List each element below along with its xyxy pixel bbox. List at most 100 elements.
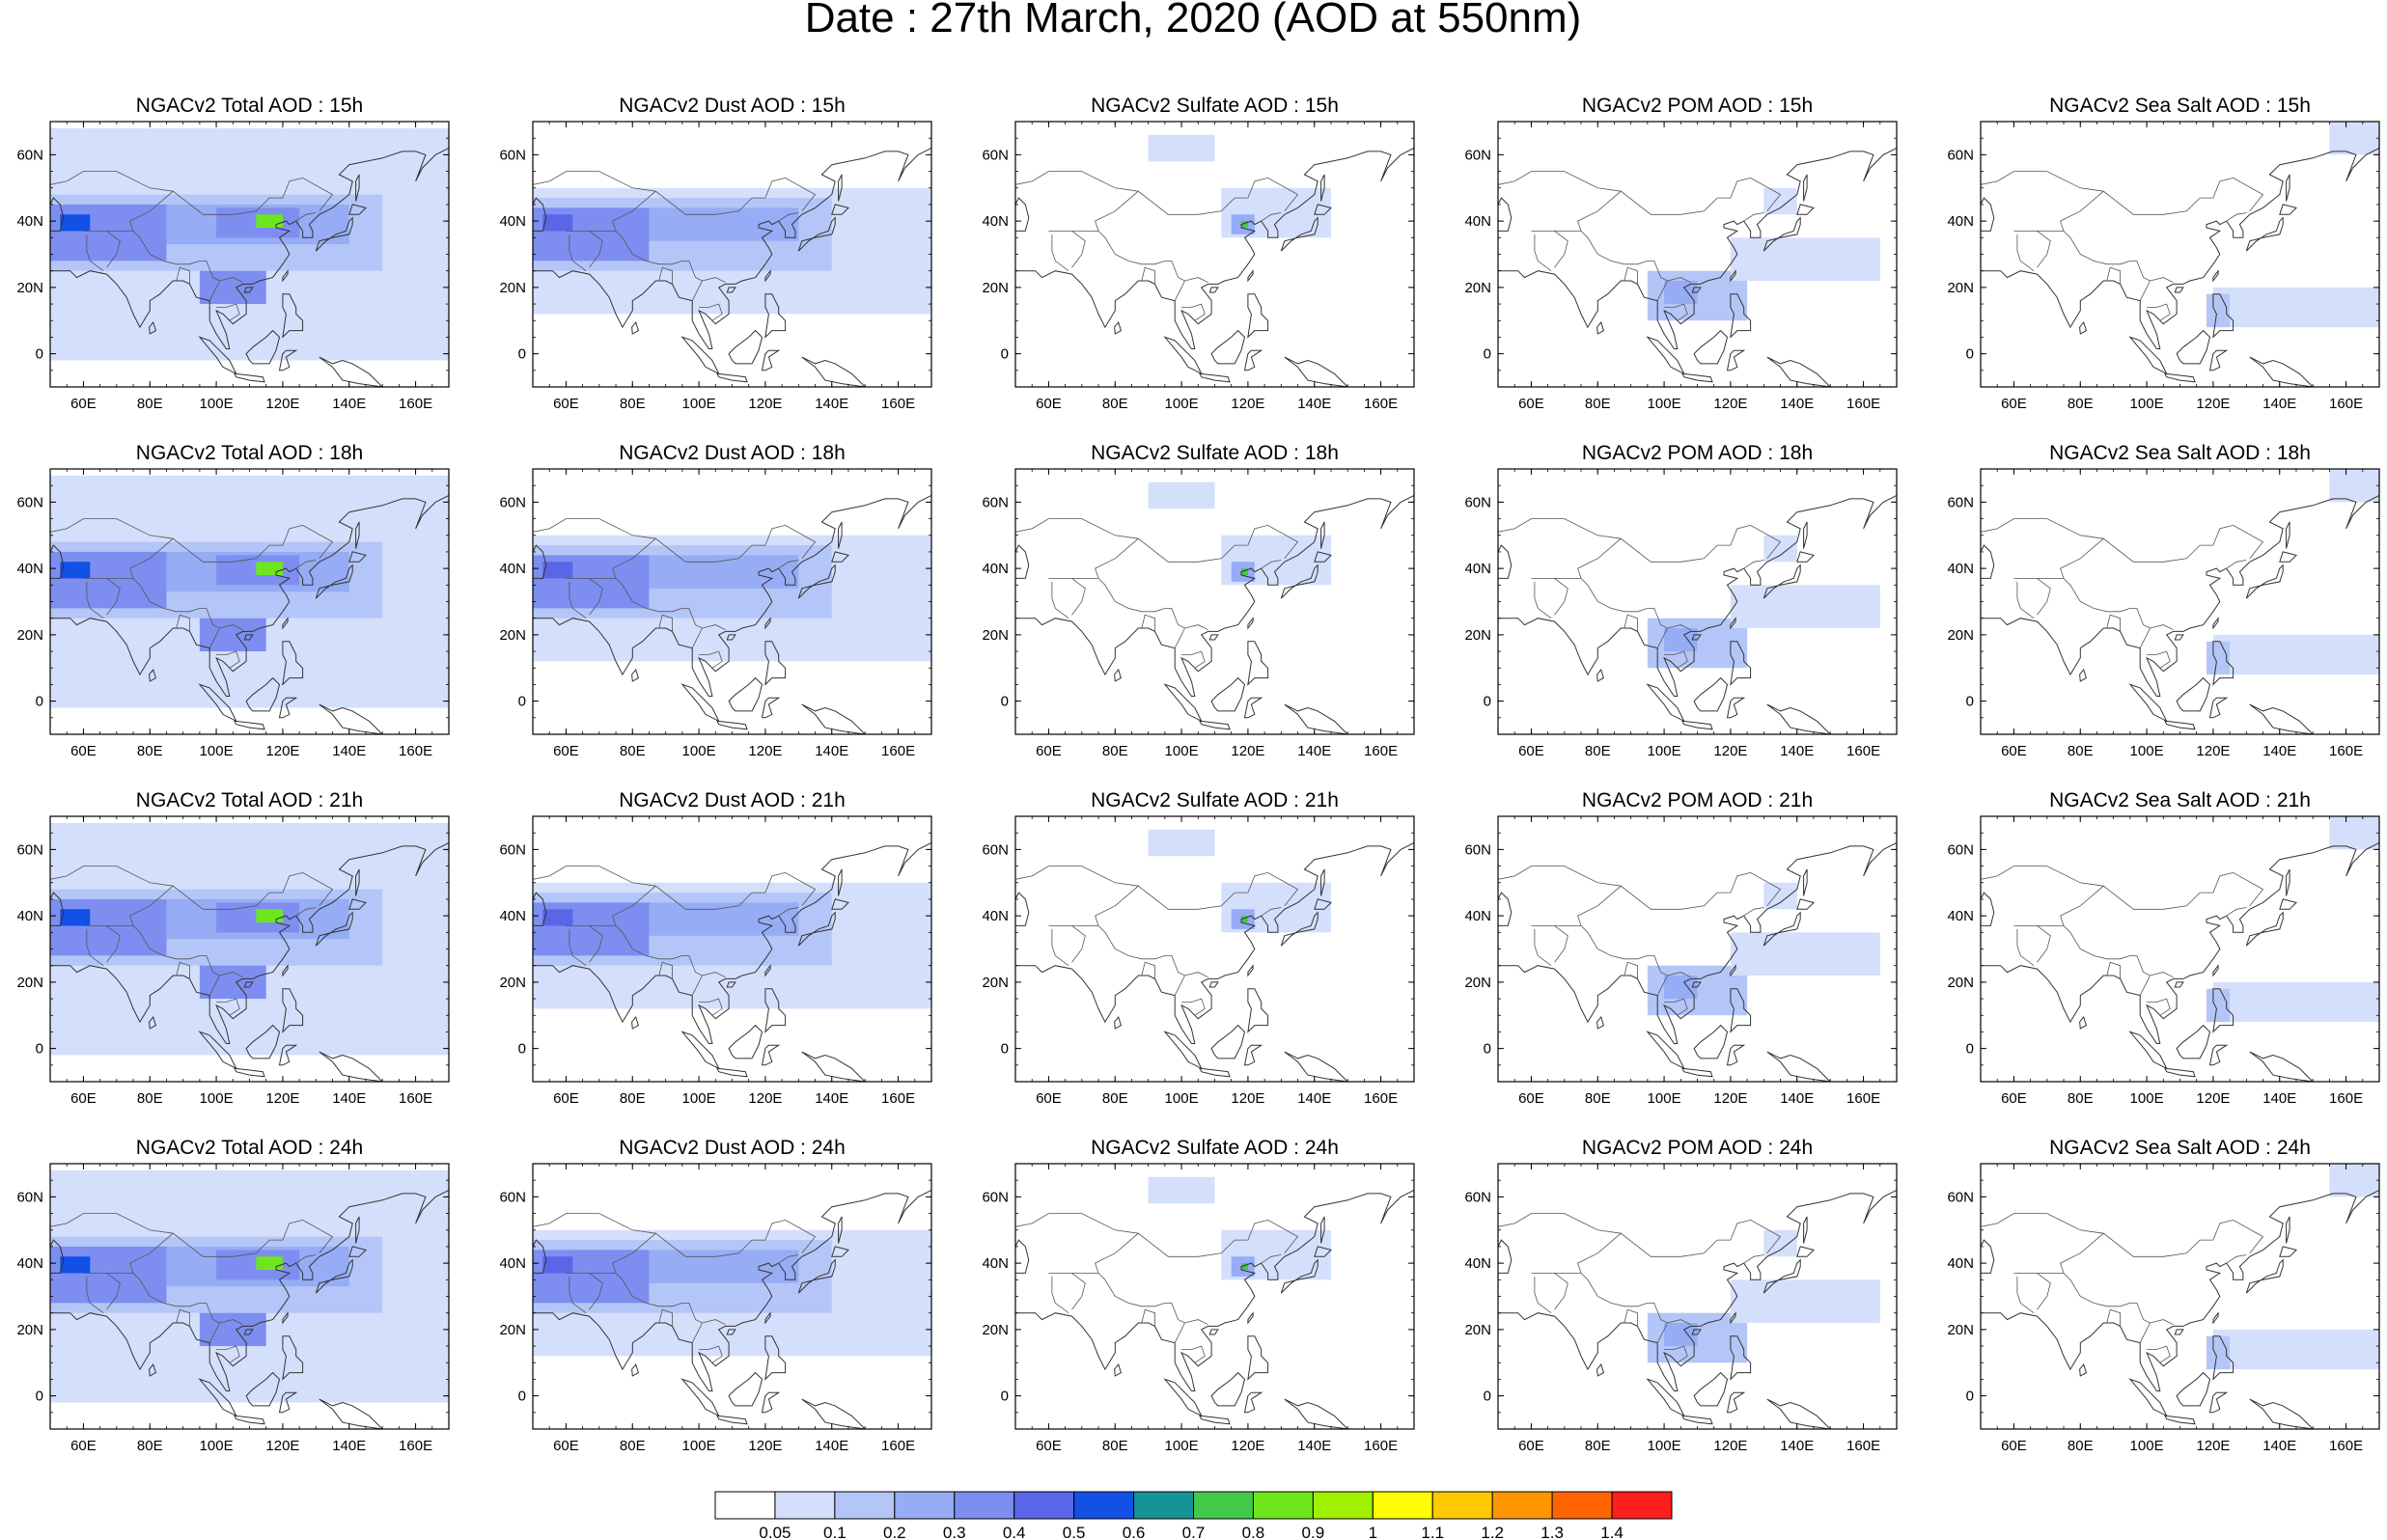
border — [50, 518, 174, 539]
lon-tick-label: 120E — [2196, 396, 2230, 412]
lon-tick-label: 80E — [1102, 396, 1128, 412]
border — [1181, 998, 1206, 1016]
lon-tick-label: 80E — [137, 743, 163, 759]
lat-tick-label: 40N — [16, 561, 43, 577]
border — [129, 871, 334, 926]
lon-tick-label: 140E — [1297, 396, 1331, 412]
lat-tick-label: 0 — [36, 1389, 43, 1405]
lon-tick-label: 140E — [815, 1438, 848, 1454]
lon-tick-label: 120E — [1231, 396, 1264, 412]
lon-tick-label: 100E — [200, 396, 234, 412]
country-borders — [1498, 171, 1782, 321]
coastline — [319, 1051, 383, 1082]
border — [589, 925, 603, 963]
coastline — [2279, 204, 2297, 215]
coastline — [1726, 1044, 1746, 1066]
coastline — [319, 1398, 383, 1429]
border — [83, 1273, 243, 1326]
border — [2139, 627, 2151, 648]
lon-tick-label: 100E — [1165, 1090, 1199, 1107]
map-panel-dust-15h: NGACv2 Dust AOD : 15h 60N 40N 20N 0 60E 80E 100… — [499, 95, 932, 412]
coastline — [2164, 372, 2196, 383]
panel-title: NGACv2 Sulfate AOD : 21h — [1091, 789, 1339, 811]
lon-tick-label: 80E — [1585, 1090, 1611, 1107]
lon-tick-label: 120E — [265, 1090, 299, 1107]
border — [86, 928, 104, 967]
map-panel-sulfate-18h: NGACv2 Sulfate AOD : 18h 60N 40N 20N 0 60E 80E… — [982, 442, 1415, 759]
border — [1051, 928, 1069, 967]
lon-tick-label: 60E — [70, 1438, 97, 1454]
coastline — [1762, 911, 1801, 947]
aod-field — [533, 1164, 931, 1429]
border — [2106, 266, 2121, 285]
panel-title: NGACv2 POM AOD : 18h — [1582, 442, 1813, 464]
coastline — [1015, 1239, 1030, 1274]
coastline — [1596, 320, 1604, 335]
border — [2060, 177, 2264, 232]
country-borders — [50, 518, 334, 669]
lat-tick-label: 40N — [1464, 1255, 1491, 1272]
border — [1743, 907, 1764, 917]
coastline — [2079, 668, 2087, 682]
coastline — [234, 1067, 265, 1078]
border — [569, 581, 587, 619]
aod-field — [1981, 1164, 2379, 1429]
border — [2139, 1322, 2151, 1343]
coastline — [1199, 1067, 1231, 1078]
lon-tick-label: 80E — [1102, 1438, 1128, 1454]
lat-tick-label: 60N — [1464, 494, 1491, 510]
coastline — [1803, 521, 1808, 549]
coastline — [1981, 1239, 1995, 1274]
border — [295, 212, 317, 222]
aod-cell — [2207, 988, 2231, 1023]
coastline — [1730, 617, 1736, 630]
border — [216, 1345, 240, 1363]
lat-tick-label: 0 — [1966, 694, 1974, 710]
border — [1981, 866, 2104, 887]
aod-field — [1498, 122, 1897, 387]
coastline — [2164, 1067, 2196, 1078]
lat-tick-label: 0 — [36, 1041, 43, 1058]
panel-title: NGACv2 Dust AOD : 18h — [619, 442, 846, 464]
lat-tick-label: 40N — [499, 561, 526, 577]
coastline — [1981, 892, 1995, 926]
lon-tick-label: 120E — [265, 396, 299, 412]
panel-title: NGACv2 Sea Salt AOD : 21h — [2049, 789, 2311, 811]
coastline — [1762, 564, 1801, 599]
coastline — [243, 634, 254, 641]
border — [1048, 1273, 1208, 1326]
border — [778, 560, 799, 569]
lat-tick-label: 40N — [499, 1255, 526, 1272]
border — [208, 975, 220, 996]
coastline — [282, 1311, 289, 1325]
aod-cell — [1241, 1263, 1248, 1270]
aod-field — [1015, 816, 1414, 1082]
coastline — [1498, 1190, 1897, 1391]
border — [1656, 627, 1668, 648]
coastline — [1766, 703, 1831, 734]
colorbar-swatch — [834, 1491, 896, 1520]
coastline — [1320, 868, 1325, 896]
coastline — [355, 174, 360, 202]
colorbar-label: 1.1 — [1421, 1524, 1444, 1540]
lat-tick-label: 0 — [36, 694, 43, 710]
aod-field — [1498, 816, 1897, 1082]
lon-tick-label: 120E — [748, 743, 782, 759]
coastline — [2212, 641, 2234, 686]
border — [176, 961, 190, 979]
map-panel-seasalt-21h: NGACv2 Sea Salt AOD : 21h 60N 40N 20N 0 60E 80… — [1947, 789, 2380, 1107]
border — [1554, 925, 1568, 963]
country-borders — [50, 1213, 334, 1363]
border — [566, 578, 726, 631]
border — [1071, 578, 1086, 616]
coastline — [1247, 617, 1254, 630]
coastline — [348, 551, 367, 563]
coastlines — [533, 148, 931, 387]
lat-tick-label: 40N — [1464, 561, 1491, 577]
coastline — [1208, 1329, 1219, 1335]
aod-cell — [2212, 287, 2379, 328]
coastline — [2164, 1415, 2196, 1425]
colorbar-swatch — [774, 1491, 836, 1520]
border — [83, 231, 243, 284]
lon-tick-label: 120E — [265, 743, 299, 759]
